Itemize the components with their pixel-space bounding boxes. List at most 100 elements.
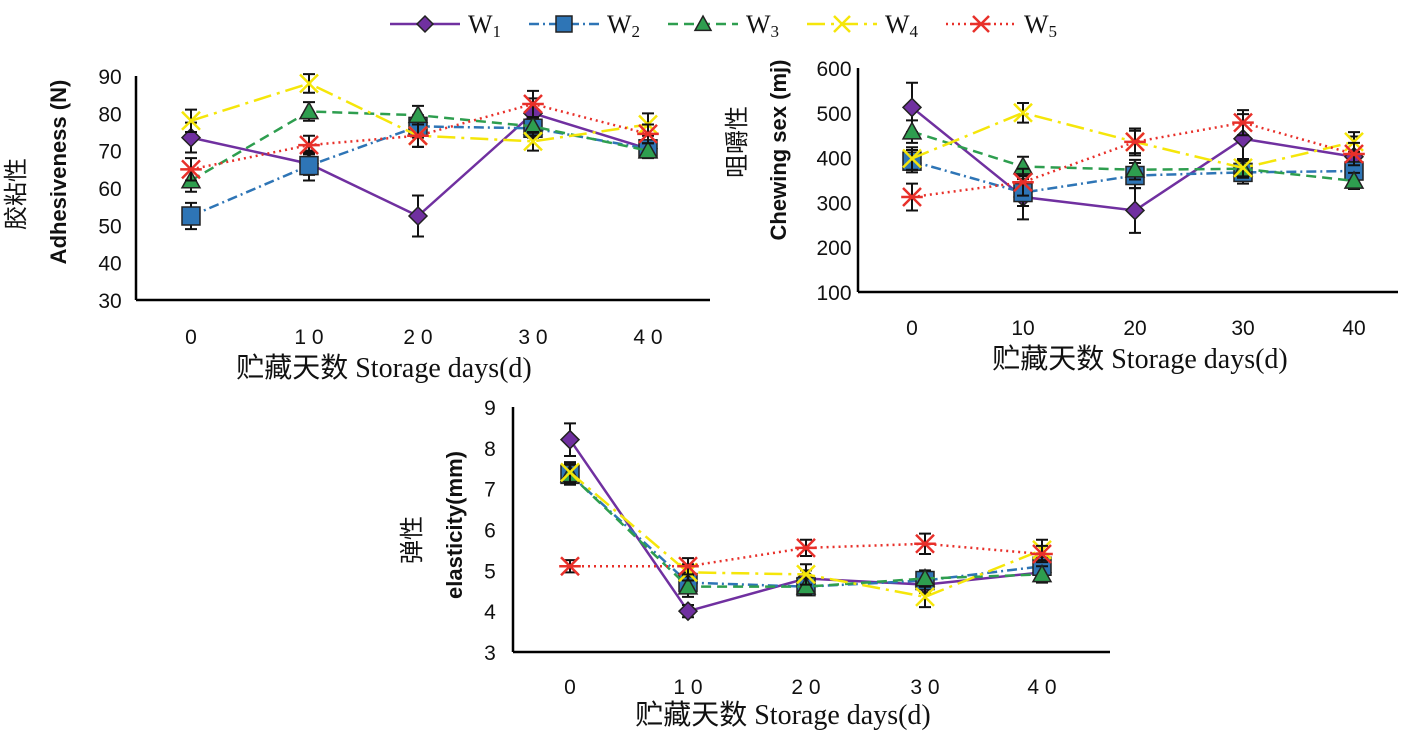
legend-marker	[833, 15, 851, 33]
x-tick-label: 1 0	[294, 326, 323, 349]
y-tick-label: 500	[816, 103, 851, 126]
legend-label: W4	[885, 10, 919, 41]
x-axis-title: 贮藏天数 Storage days(d)	[236, 352, 532, 384]
data-point	[299, 73, 319, 94]
data-point	[298, 135, 320, 155]
x-axis-title: 贮藏天数 Storage days(d)	[635, 699, 931, 731]
x-tick-label: 0	[564, 676, 576, 699]
data-point	[1124, 132, 1146, 152]
y-tick-label: 200	[816, 237, 851, 260]
data-point	[1343, 170, 1365, 189]
data-point	[637, 123, 659, 144]
data-point	[522, 94, 544, 114]
data-point	[559, 429, 581, 450]
data-point	[902, 148, 922, 169]
data-point	[796, 564, 816, 585]
x-tick-label: 3 0	[518, 326, 547, 349]
y-axis-title-en: Adhesiveness (N)	[46, 80, 71, 265]
data-point	[795, 576, 817, 595]
x-tick-label: 4 0	[633, 326, 662, 349]
data-point	[915, 586, 935, 607]
y-tick-label: 40	[98, 253, 121, 276]
y-tick-label: 9	[484, 397, 496, 420]
data-point	[1343, 144, 1365, 164]
y-tick-label: 400	[816, 148, 851, 171]
data-point	[1031, 563, 1053, 583]
data-point	[407, 205, 429, 227]
data-point	[560, 462, 580, 483]
y-tick-label: 100	[816, 282, 851, 305]
y-tick-label: 8	[484, 438, 496, 461]
legend: W1 W2 W3 W4 W5	[390, 10, 1057, 41]
y-tick-label: 3	[484, 642, 496, 665]
legend-item: W3	[668, 10, 779, 41]
series-line	[190, 125, 649, 218]
series-line	[569, 473, 1043, 588]
series-w4	[560, 461, 1052, 609]
legend-item: W1	[390, 10, 501, 41]
y-tick-label: 300	[816, 192, 851, 215]
y-axis-title-en: Chewing sex (mj)	[766, 60, 791, 241]
data-point	[181, 110, 201, 131]
data-point	[1232, 112, 1254, 133]
legend-label: W3	[746, 10, 779, 41]
series-w5	[901, 109, 1365, 212]
y-tick-label: 5	[484, 560, 496, 583]
legend-label: W5	[1024, 10, 1057, 41]
x-tick-label: 3 0	[910, 676, 939, 699]
x-tick-label: 0	[185, 326, 197, 349]
x-tick-label: 2 0	[403, 326, 432, 349]
data-point	[901, 97, 923, 118]
x-axis-title: 贮藏天数 Storage days(d)	[992, 343, 1288, 375]
elasticity-chart: 3 4 5 6 7 8 9 0 1 0 2 0 3 0 4 0 贮藏天数 Storage days(d)…	[399, 397, 1110, 731]
legend-marker	[693, 14, 713, 32]
legend-marker	[415, 14, 435, 34]
data-point	[1013, 102, 1033, 123]
x-tick-label: 0	[906, 317, 918, 340]
y-tick-label: 4	[484, 601, 496, 624]
x-tick-label: 20	[1123, 317, 1146, 340]
x-tick-label: 30	[1231, 317, 1254, 340]
x-tick-label: 10	[1011, 317, 1034, 340]
y-axis-title-zh: 胶粘性	[3, 158, 30, 230]
data-point	[677, 556, 699, 577]
data-point	[1233, 158, 1253, 178]
y-tick-label: 60	[98, 178, 121, 201]
data-point	[407, 125, 429, 146]
data-point	[637, 140, 659, 159]
data-point	[523, 131, 543, 152]
data-point	[1031, 544, 1053, 564]
x-tick-label: 40	[1342, 317, 1365, 340]
legend-item: W4	[807, 10, 919, 41]
adhesiveness-chart: 30 40 50 60 70 80 90 0 1 0 2 0 3 0 4 0 贮藏天数 Storage …	[3, 66, 710, 384]
series-w5	[559, 532, 1053, 577]
legend-label: W2	[607, 10, 640, 41]
y-tick-label: 7	[484, 479, 496, 502]
data-point	[299, 155, 319, 176]
data-point	[914, 533, 936, 554]
data-point	[407, 104, 429, 124]
y-axis-title-en: elasticity(mm)	[442, 451, 467, 599]
y-tick-label: 80	[98, 103, 121, 126]
data-point	[901, 187, 923, 207]
series-w2	[902, 148, 1364, 207]
data-point	[181, 206, 201, 226]
x-tick-label: 4 0	[1027, 676, 1056, 699]
data-point	[180, 127, 202, 148]
y-tick-label: 30	[98, 290, 121, 313]
series-w5	[180, 89, 659, 182]
data-point	[795, 537, 817, 558]
data-point	[1124, 200, 1146, 221]
data-point	[901, 121, 923, 140]
data-point	[180, 159, 202, 180]
data-point	[677, 576, 699, 595]
legend-marker	[971, 15, 991, 33]
legend-label: W1	[468, 10, 501, 41]
y-tick-label: 50	[98, 215, 121, 238]
y-axis-title-zh: 弹性	[399, 516, 426, 564]
legend-marker	[555, 15, 573, 33]
x-tick-label: 1 0	[673, 676, 702, 699]
data-point	[677, 601, 699, 622]
y-tick-label: 600	[816, 58, 851, 81]
